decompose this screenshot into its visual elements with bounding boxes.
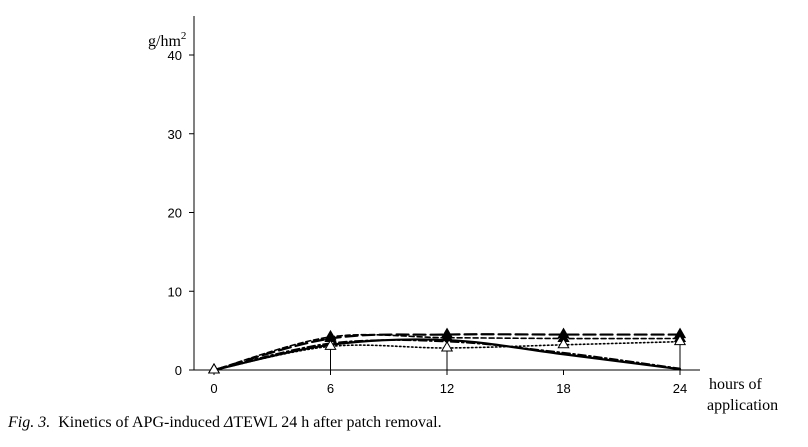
x-tick-label: 12	[440, 381, 454, 396]
figure-label: Fig. 3.	[8, 414, 51, 431]
data-point-dotted	[440, 340, 454, 352]
x-tick-label: 6	[327, 381, 334, 396]
data-point-short-dash	[324, 329, 337, 341]
figure-caption: Fig. 3. Kinetics of APG-induced ΔTEWL 24…	[8, 414, 442, 432]
y-axis-label: g/hm2	[148, 30, 186, 50]
y-tick-label: 20	[168, 206, 182, 221]
y-tick-label: 0	[175, 363, 182, 378]
x-axis-label-line-2: application	[707, 397, 778, 414]
data-point-dotted	[207, 363, 221, 374]
marker-layer	[207, 327, 687, 374]
y-axis-label-superscript: 2	[181, 30, 187, 42]
tick-labels: 0 10 20 30 40 0 6 12 18 24	[168, 48, 688, 396]
x-tick-label: 24	[673, 381, 687, 396]
data-point-dotted	[557, 337, 570, 349]
y-tick-label: 30	[168, 127, 182, 142]
y-tick-label: 40	[168, 48, 182, 63]
caption-delta: Δ	[223, 414, 234, 431]
data-point-short-dash	[440, 330, 454, 342]
x-tick-label: 18	[556, 381, 570, 396]
y-axis-label-text: g/hm	[148, 33, 181, 50]
x-axis-label-line-1: hours of	[709, 376, 763, 393]
x-tick-label: 0	[210, 381, 217, 396]
caption-text-before: Kinetics of APG-induced	[58, 414, 224, 431]
y-tick-label: 10	[168, 284, 182, 299]
caption-text-after: TEWL 24 h after patch removal.	[233, 414, 442, 431]
chart-axes	[189, 16, 700, 375]
data-point-dotted	[324, 339, 337, 350]
series-line-short-dash	[213, 333, 681, 371]
data-point-dotted	[673, 334, 687, 346]
